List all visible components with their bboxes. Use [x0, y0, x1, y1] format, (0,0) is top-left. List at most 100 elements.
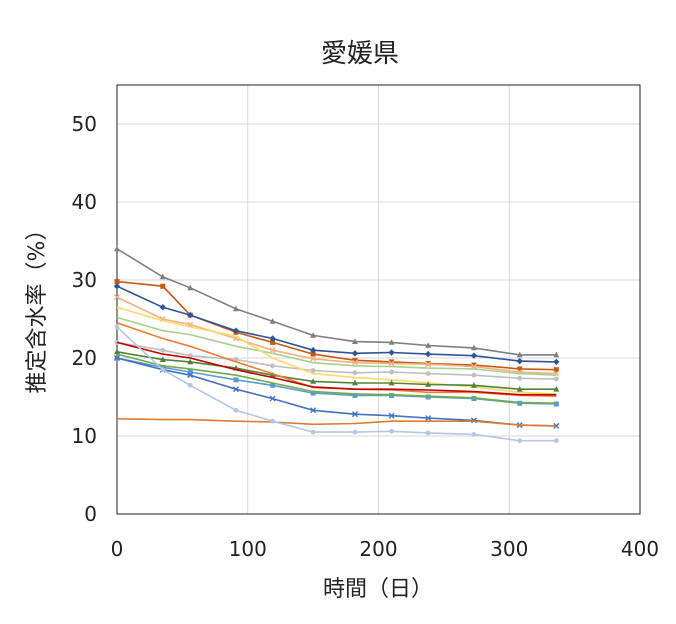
data-point — [160, 283, 166, 289]
series-line — [116, 418, 557, 427]
data-point — [388, 412, 395, 419]
data-point — [471, 362, 477, 368]
data-point — [310, 429, 316, 435]
series-line — [116, 285, 557, 363]
data-point — [159, 304, 166, 311]
data-point — [470, 352, 478, 359]
y-tick-label: 50 — [72, 112, 97, 136]
plot-area — [116, 84, 641, 515]
data-point — [233, 377, 239, 383]
data-point — [388, 360, 395, 367]
data-point — [516, 386, 523, 392]
data-point — [310, 390, 316, 396]
data-point — [114, 355, 120, 361]
data-point — [114, 294, 120, 301]
data-point — [517, 366, 523, 372]
series-8 — [114, 348, 560, 392]
x-tick-label: 300 — [490, 537, 528, 561]
data-point — [187, 358, 194, 365]
data-point — [553, 376, 559, 382]
data-point — [553, 401, 559, 407]
data-point — [471, 432, 477, 437]
data-point — [159, 273, 166, 280]
x-tick-label: 200 — [359, 537, 397, 561]
y-axis-ticks: 0 10 20 30 40 50 — [72, 112, 97, 526]
series-4 — [114, 294, 560, 377]
data-point — [310, 368, 316, 373]
data-point — [553, 351, 560, 358]
data-point — [425, 381, 432, 387]
data-point — [232, 327, 240, 334]
data-point — [310, 355, 317, 362]
data-point — [232, 386, 239, 393]
data-point — [187, 382, 193, 388]
y-tick-label: 10 — [72, 424, 97, 448]
data-point — [470, 344, 477, 351]
series-line — [116, 341, 557, 380]
data-point — [269, 347, 276, 354]
data-point — [352, 392, 358, 398]
series-group — [113, 245, 560, 444]
data-point — [351, 379, 358, 386]
series-6 — [114, 340, 559, 382]
data-point — [351, 350, 359, 357]
data-point — [270, 363, 275, 369]
data-point — [425, 342, 432, 348]
series-line — [116, 351, 557, 391]
data-point — [352, 370, 358, 376]
data-point — [187, 372, 194, 379]
data-point — [553, 386, 560, 392]
data-point — [389, 359, 395, 365]
data-point — [425, 361, 432, 368]
x-tick-label: 0 — [111, 537, 124, 561]
y-tick-label: 0 — [84, 502, 97, 526]
series-line — [116, 280, 557, 371]
series-line — [116, 353, 557, 404]
data-point — [187, 353, 193, 359]
data-point — [187, 284, 194, 291]
data-point — [553, 358, 560, 366]
data-point — [351, 411, 358, 418]
x-tick-label: 100 — [229, 537, 267, 561]
data-point — [553, 367, 559, 373]
data-point — [269, 335, 276, 342]
data-point — [310, 351, 316, 357]
series-line — [116, 306, 557, 395]
series-1 — [114, 245, 560, 358]
data-point — [352, 357, 358, 363]
data-point — [425, 415, 432, 422]
data-point — [425, 430, 431, 436]
data-point — [517, 438, 523, 444]
data-point — [269, 318, 276, 324]
series-5 — [116, 316, 557, 376]
data-point — [114, 279, 120, 285]
y-tick-label: 30 — [72, 268, 97, 292]
data-point — [553, 438, 559, 444]
data-point — [270, 418, 275, 424]
series-line — [116, 326, 557, 442]
data-point — [389, 369, 394, 375]
data-point — [517, 375, 523, 381]
data-point — [269, 395, 276, 402]
data-point — [425, 394, 431, 400]
data-point — [232, 305, 239, 312]
series-line — [116, 316, 557, 376]
x-axis-ticks: 0 100 200 300 400 — [111, 537, 659, 561]
series-line — [116, 341, 557, 396]
data-point — [470, 382, 477, 388]
data-point — [352, 429, 358, 435]
data-point — [269, 371, 276, 378]
data-point — [270, 382, 276, 388]
data-point — [471, 372, 477, 378]
data-point — [388, 339, 395, 345]
y-tick-label: 20 — [72, 346, 97, 370]
data-point — [187, 369, 193, 375]
data-point — [160, 367, 166, 373]
data-point — [159, 356, 166, 362]
series-7 — [116, 306, 557, 395]
data-point — [389, 428, 394, 434]
data-point — [351, 338, 358, 345]
x-axis-label: 時間（日） — [323, 577, 433, 602]
data-point — [233, 407, 239, 413]
